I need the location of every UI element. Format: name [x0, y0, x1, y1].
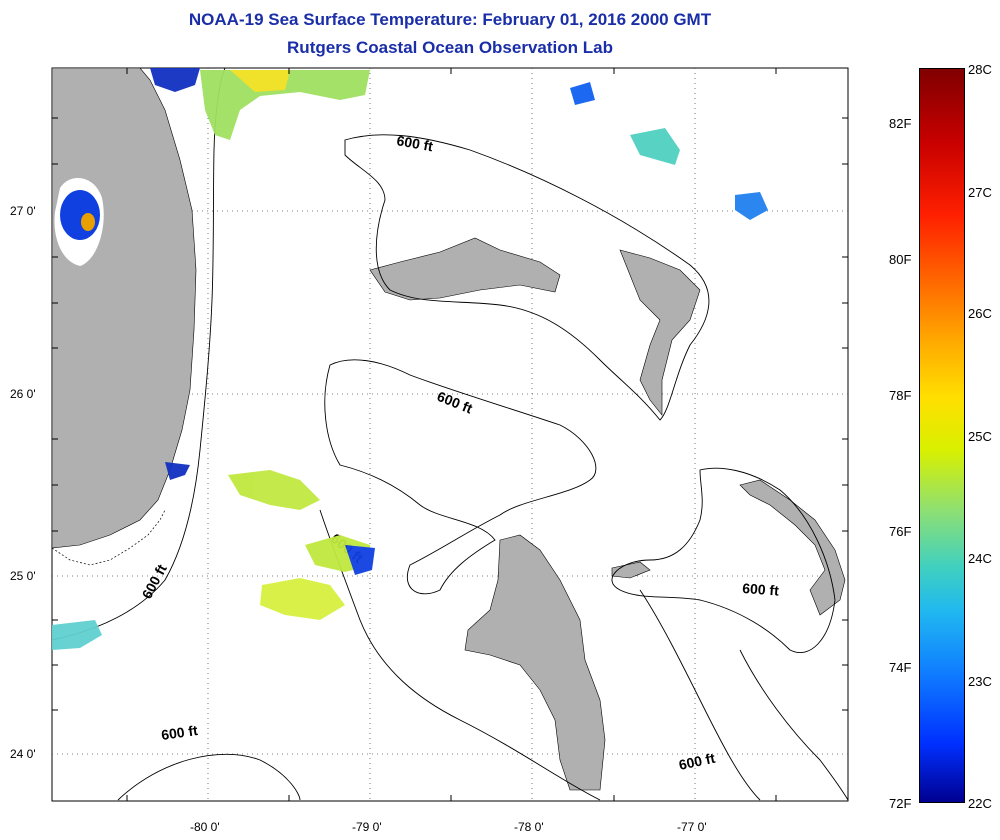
- x-tick-label: -79 0': [352, 820, 382, 834]
- colorbar-fahrenheit-label: 82F: [889, 116, 912, 131]
- map-subtitle: Rutgers Coastal Ocean Observation Lab: [287, 38, 613, 57]
- frame-ticks: [52, 68, 848, 801]
- x-tick-label: -80 0': [190, 820, 220, 834]
- new-providence-island: [611, 561, 651, 579]
- eleuthera-island: [739, 479, 846, 616]
- lake-okeechobee-sst: [60, 190, 100, 240]
- colorbar-celsius-label: 22C: [968, 796, 992, 811]
- contour-label: 600 ft: [395, 132, 434, 154]
- y-tick-label: 25 0': [10, 569, 36, 583]
- colorbar-fahrenheit-label: 74F: [889, 660, 912, 675]
- colorbar-fahrenheit-label: 78F: [889, 388, 912, 403]
- grand-bahama: [369, 237, 561, 301]
- contour-label: 600 ft: [677, 750, 716, 773]
- andros-island: [464, 534, 606, 791]
- colorbar-celsius-label: 27C: [968, 185, 992, 200]
- colorbar-celsius-label: 23C: [968, 674, 992, 689]
- sst-patches: [52, 68, 768, 650]
- colorbar-fahrenheit-label: 76F: [889, 524, 912, 539]
- y-tick-label: 24 0': [10, 747, 36, 761]
- contour-label: 600 ft: [742, 580, 780, 599]
- depth-contours-600ft: [51, 67, 849, 801]
- x-tick-label: -78 0': [514, 820, 544, 834]
- colorbar-celsius-label: 26C: [968, 306, 992, 321]
- florida-keys: [51, 509, 166, 566]
- y-tick-label: 26 0': [10, 387, 36, 401]
- colorbar-fahrenheit-label: 72F: [889, 796, 912, 811]
- abaco-island: [619, 249, 701, 416]
- colorbar-fahrenheit-label: 80F: [889, 252, 912, 267]
- y-tick-label: 27 0': [10, 204, 36, 218]
- x-tick-label: -77 0': [677, 820, 707, 834]
- colorbar-celsius-label: 28C: [968, 62, 992, 77]
- map-title: NOAA-19 Sea Surface Temperature: Februar…: [188, 10, 712, 29]
- temperature-colorbar: [919, 68, 965, 803]
- contour-label: 600 ft: [160, 722, 199, 743]
- colorbar-celsius-label: 24C: [968, 551, 992, 566]
- colorbar-celsius-label: 25C: [968, 429, 992, 444]
